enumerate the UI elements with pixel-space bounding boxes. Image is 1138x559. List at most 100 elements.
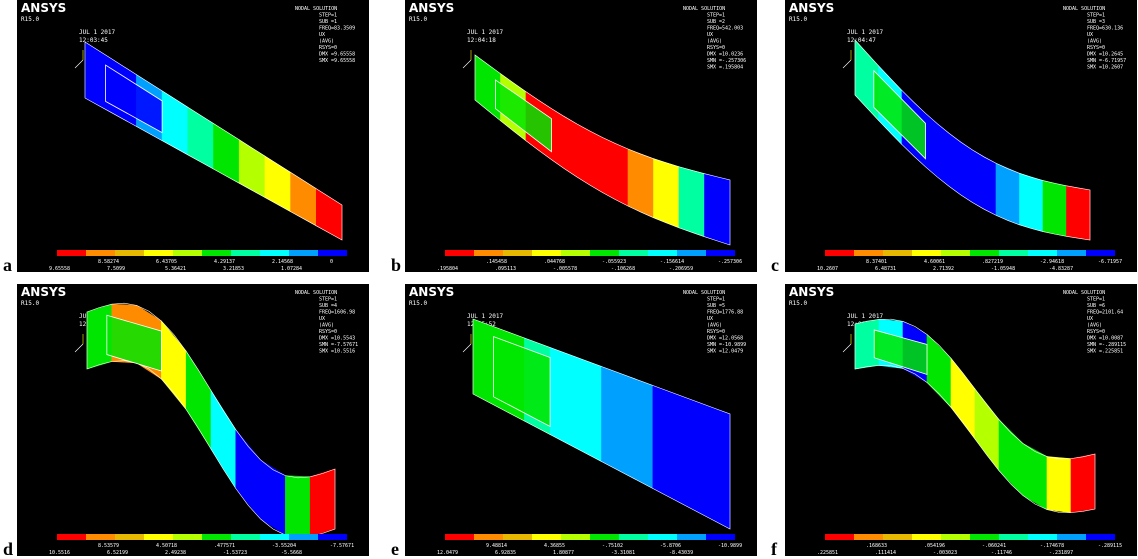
panel-label: c	[771, 255, 779, 275]
colorbar-segment	[115, 534, 144, 540]
info-line: SMN =-7.57671	[319, 342, 358, 348]
info-line: RSYS=0	[319, 45, 337, 51]
colorbar-segment	[1086, 250, 1115, 256]
axis-triad	[462, 343, 472, 353]
colorbar-segment	[883, 534, 912, 540]
logo: ANSYS	[789, 1, 834, 15]
date: JUL 1 2017	[847, 313, 884, 320]
beam-band	[601, 366, 628, 476]
colorbar-segment	[86, 534, 115, 540]
legend-label: -7.57671	[330, 543, 354, 549]
beam-outline	[86, 302, 336, 538]
colorbar-segment	[474, 534, 503, 540]
legend-label: .827219	[982, 259, 1003, 265]
colorbar-segment	[532, 534, 561, 540]
release: R15.0	[409, 16, 427, 23]
colorbar-segment	[445, 534, 474, 540]
info-line: (AVG)	[707, 323, 722, 329]
beam-band	[1019, 172, 1044, 232]
axis-triad	[842, 343, 852, 353]
legend-label: -.060241	[982, 543, 1006, 549]
info-line: STEP=1	[1087, 13, 1105, 19]
colorbar-segment	[912, 534, 941, 540]
beam-band	[1042, 180, 1067, 237]
logo: ANSYS	[21, 285, 66, 299]
colorbar-segment	[1028, 250, 1057, 256]
legend-label: 4.29137	[214, 259, 235, 265]
legend-label: -.206959	[669, 266, 693, 272]
colorbar-segment	[260, 534, 289, 540]
colorbar-segment	[503, 250, 532, 256]
colorbar-segment	[474, 250, 503, 256]
release: R15.0	[789, 16, 807, 23]
beam-band	[653, 158, 680, 229]
info-line: STEP=1	[707, 297, 725, 303]
colorbar-segment	[825, 250, 854, 256]
info-line: NODAL SOLUTION	[683, 6, 725, 12]
release: R15.0	[789, 300, 807, 307]
info-line: SMX =.195804	[707, 65, 743, 71]
date: JUL 1 2017	[467, 29, 504, 36]
legend-label: 9.48814	[486, 543, 507, 549]
axis-triad	[462, 59, 472, 69]
legend-label: -.257306	[718, 259, 742, 265]
panel-label: b	[391, 255, 401, 275]
colorbar-segment	[706, 250, 735, 256]
legend-label: -.289115	[1098, 543, 1122, 549]
legend-label: .054196	[924, 543, 945, 549]
info-line: DMX =9.65558	[319, 52, 355, 58]
date: JUL 1 2017	[467, 313, 504, 320]
info-line: NODAL SOLUTION	[1063, 6, 1105, 12]
legend-label: 5.36421	[165, 266, 186, 272]
plate	[106, 314, 162, 372]
legend-label: -5.5668	[281, 550, 302, 556]
info-line: SUB =5	[707, 303, 725, 309]
legend-label: 6.48731	[875, 266, 896, 272]
legend-label: .195804	[437, 266, 458, 272]
colorbar-segment	[999, 534, 1028, 540]
colorbar-segment	[648, 534, 677, 540]
info-line: UX	[1087, 316, 1093, 322]
beam-band	[652, 385, 679, 503]
legend-label: .145458	[486, 259, 507, 265]
legend-label: 6.52199	[107, 550, 128, 556]
release: R15.0	[21, 300, 39, 307]
legend-label: 1.80877	[553, 550, 574, 556]
colorbar-segment	[57, 534, 86, 540]
legend-label: -.106268	[611, 266, 635, 272]
legend-label: 10.5516	[49, 550, 70, 556]
colorbar-segment	[883, 250, 912, 256]
time: 12:04:47	[847, 37, 876, 44]
panel-label: a	[3, 255, 12, 275]
colorbar-segment	[318, 534, 347, 540]
legend-label: .095113	[495, 266, 516, 272]
info-line: SMN =-6.71957	[1087, 58, 1126, 64]
colorbar-segment	[677, 534, 706, 540]
info-line: NODAL SOLUTION	[1063, 290, 1105, 296]
info-line: UX	[1087, 32, 1093, 38]
info-line: RSYS=0	[707, 329, 725, 335]
info-line: NODAL SOLUTION	[295, 6, 337, 12]
axis-triad	[842, 59, 852, 69]
colorbar-segment	[677, 250, 706, 256]
legend-label: 2.14568	[272, 259, 293, 265]
info-line: NODAL SOLUTION	[683, 290, 725, 296]
colorbar-segment	[503, 534, 532, 540]
legend-label: .225851	[817, 550, 838, 556]
legend-label: 1.07284	[281, 266, 302, 272]
legend-label: .111414	[875, 550, 896, 556]
info-line: RSYS=0	[1087, 45, 1105, 51]
info-line: DMX =12.0568	[707, 336, 743, 342]
colorbar-segment	[202, 534, 231, 540]
info-line: (AVG)	[1087, 39, 1102, 45]
beam-band	[704, 173, 731, 246]
colorbar-segment	[57, 250, 86, 256]
colorbar-segment	[854, 534, 883, 540]
panel-label: d	[3, 539, 13, 559]
colorbar-segment	[706, 534, 735, 540]
info-line: SMX =12.0479	[707, 349, 743, 355]
colorbar-segment	[1057, 534, 1086, 540]
colorbar-segment	[590, 534, 619, 540]
